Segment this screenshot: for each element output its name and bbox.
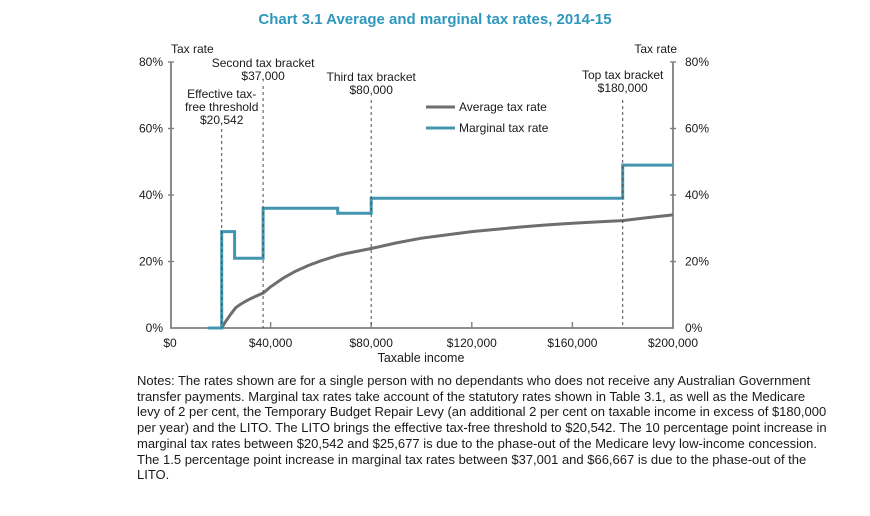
average-tax-rate-line [220, 213, 674, 329]
chart-notes: Notes: The rates shown are for a single … [137, 373, 827, 483]
y-tick-label: 60% [685, 122, 709, 136]
right-y-tick-labels: 0% 20% 40% 60% 80% [685, 55, 709, 335]
y-tick-label: 60% [139, 122, 163, 136]
annotation-text: free threshold [185, 100, 258, 114]
annotation-text: Effective tax- [187, 87, 256, 101]
axes [168, 61, 676, 329]
annotation-dashed-lines [221, 86, 624, 328]
annotation-text: Third tax bracket [327, 70, 417, 84]
x-tick-label: $160,000 [547, 336, 597, 350]
y-tick-label: 80% [685, 55, 709, 69]
x-tick-label: $200,000 [648, 336, 698, 350]
x-tick-label: $0 [163, 336, 177, 350]
annotation-text: Second tax bracket [212, 56, 315, 70]
annotation-text: $80,000 [350, 83, 394, 97]
right-axis-title: Tax rate [634, 42, 677, 56]
y-tick-label: 40% [139, 188, 163, 202]
x-axis-title: Taxable income [378, 351, 465, 365]
annotation-third-tax-bracket: Third tax bracket $80,000 [327, 70, 417, 97]
annotation-top-tax-bracket: Top tax bracket $180,000 [582, 68, 664, 95]
x-tick-labels: $0 $40,000 $80,000 $120,000 $160,000 $20… [163, 336, 698, 350]
x-tick-label: $40,000 [249, 336, 293, 350]
marginal-tax-rate-line [207, 163, 673, 330]
axis-ticks [168, 61, 676, 328]
annotation-text: Top tax bracket [582, 68, 664, 82]
annotation-text: $37,000 [241, 69, 285, 83]
annotation-second-tax-bracket: Second tax bracket $37,000 [212, 56, 315, 83]
legend: Average tax rate Marginal tax rate [426, 100, 549, 135]
x-tick-label: $120,000 [447, 336, 497, 350]
y-tick-label: 20% [685, 255, 709, 269]
y-tick-label: 80% [139, 55, 163, 69]
left-y-tick-labels: 0% 20% 40% 60% 80% [139, 55, 163, 335]
y-tick-label: 0% [146, 321, 164, 335]
left-axis-title: Tax rate [171, 42, 214, 56]
y-tick-label: 40% [685, 188, 709, 202]
y-tick-label: 0% [685, 321, 703, 335]
annotation-effective-tax-free-threshold: Effective tax- free threshold $20,542 [185, 87, 258, 127]
marginal-tax-rate-legend-label: Marginal tax rate [459, 121, 549, 135]
x-tick-label: $80,000 [350, 336, 394, 350]
y-tick-label: 20% [139, 255, 163, 269]
annotation-text: $180,000 [598, 81, 648, 95]
chart-title: Chart 3.1 Average and marginal tax rates… [258, 11, 612, 28]
annotation-text: $20,542 [200, 113, 244, 127]
average-tax-rate-legend-label: Average tax rate [459, 100, 547, 114]
